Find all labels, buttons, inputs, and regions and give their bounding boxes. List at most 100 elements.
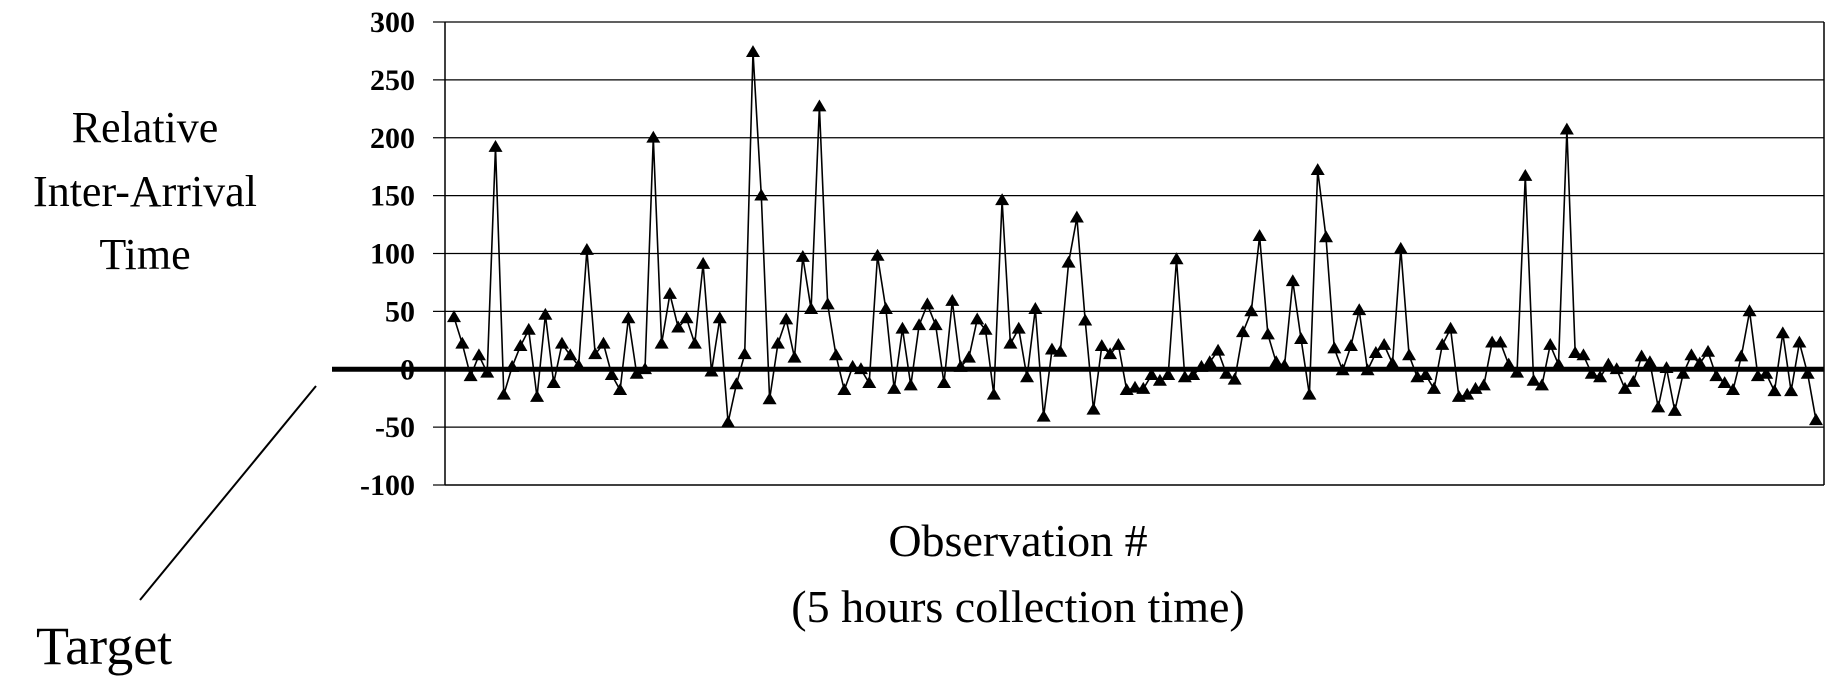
data-point-marker	[629, 366, 644, 379]
data-point-marker	[1327, 341, 1342, 354]
data-point-marker	[1152, 373, 1167, 386]
data-point-marker	[903, 378, 918, 391]
data-point-marker	[447, 310, 461, 323]
data-point-marker	[1626, 374, 1641, 387]
data-point-marker	[613, 383, 628, 395]
data-point-marker	[1426, 381, 1441, 394]
data-point-marker	[1360, 363, 1375, 376]
data-point-marker	[945, 293, 960, 306]
y-tick-label: 200	[370, 122, 415, 155]
data-point-marker	[579, 243, 594, 255]
data-point-marker	[1784, 384, 1799, 397]
data-point-marker	[1285, 274, 1300, 287]
data-point-marker	[1302, 387, 1317, 400]
y-axis-label-line-1: Relative	[72, 103, 219, 152]
y-tick-label: 50	[385, 295, 415, 328]
data-point-marker	[837, 383, 852, 395]
data-point-marker	[471, 348, 486, 361]
data-point-marker	[488, 140, 503, 152]
data-point-marker	[1717, 376, 1732, 389]
data-point-marker	[829, 348, 844, 361]
data-point-marker	[895, 321, 910, 334]
data-point-marker	[1219, 366, 1234, 379]
data-point-marker	[1294, 332, 1309, 345]
data-point-marker	[496, 387, 511, 400]
data-point-marker	[1568, 346, 1583, 358]
data-point-marker	[1709, 369, 1724, 382]
y-axis-label-line-2: Inter-Arrival	[33, 167, 257, 216]
data-point-marker	[912, 318, 927, 331]
data-point-marker	[1094, 339, 1109, 351]
data-point-marker	[679, 311, 694, 324]
data-point-marker	[513, 339, 528, 351]
data-point-marker	[862, 376, 877, 389]
data-point-marker	[1659, 361, 1674, 373]
data-point-marker	[1020, 370, 1035, 383]
data-point-marker	[1634, 349, 1649, 362]
data-point-marker	[1576, 348, 1591, 361]
data-point-marker	[1775, 326, 1790, 339]
data-point-marker	[571, 358, 586, 371]
data-point-marker	[1244, 304, 1259, 317]
data-point-marker	[1319, 230, 1334, 243]
y-tick-label: -50	[375, 411, 415, 444]
target-pointer-line	[139, 385, 317, 601]
target-annotation: Target	[36, 616, 172, 676]
data-point-marker	[563, 348, 578, 361]
data-point-marker	[1701, 344, 1716, 357]
data-point-marker	[1742, 304, 1757, 317]
data-point-marker	[1227, 372, 1242, 385]
data-point-marker	[1269, 355, 1284, 368]
data-point-marker	[887, 381, 902, 394]
data-point-marker	[1011, 321, 1026, 334]
data-point-marker	[1593, 370, 1608, 383]
data-point-marker	[1551, 357, 1566, 370]
x-axis-label-line-2: (5 hours collection time)	[791, 581, 1245, 632]
data-point-marker	[878, 302, 893, 314]
data-point-marker	[1377, 337, 1392, 350]
data-point-marker	[762, 392, 777, 405]
data-point-marker	[1036, 409, 1051, 422]
data-point-marker	[538, 307, 553, 320]
data-point-marker	[521, 322, 536, 335]
x-axis-label-line-1: Observation #	[888, 515, 1147, 566]
data-point-marker	[1211, 343, 1226, 356]
data-point-marker	[455, 336, 470, 349]
series-markers	[447, 45, 1823, 428]
data-point-marker	[621, 311, 636, 324]
data-point-marker	[1543, 337, 1558, 350]
data-point-marker	[1277, 358, 1292, 371]
data-point-marker	[1493, 335, 1508, 348]
data-point-marker	[662, 287, 677, 299]
data-point-marker	[1609, 362, 1624, 375]
data-point-marker	[1343, 339, 1358, 351]
data-point-marker	[588, 347, 603, 360]
data-point-marker	[928, 318, 943, 331]
data-point-marker	[1534, 378, 1549, 391]
data-point-marker	[787, 350, 802, 363]
data-point-marker	[1169, 252, 1184, 265]
data-point-marker	[1734, 349, 1749, 362]
data-point-marker	[546, 376, 561, 389]
data-point-marker	[704, 364, 719, 377]
data-point-marker	[1078, 313, 1093, 326]
data-point-marker	[1161, 368, 1176, 380]
data-point-marker	[729, 377, 744, 390]
data-point-marker	[1809, 413, 1823, 426]
data-point-marker	[995, 193, 1010, 206]
data-point-marker	[1086, 402, 1101, 415]
data-point-marker	[530, 390, 545, 402]
data-point-marker	[1136, 381, 1151, 394]
data-point-marker	[1518, 168, 1533, 181]
data-point-marker	[845, 359, 860, 372]
data-point-marker	[986, 387, 1001, 400]
data-point-marker	[745, 45, 760, 57]
data-point-marker	[1202, 355, 1217, 368]
data-point-marker	[1186, 368, 1201, 380]
y-axis-tick-labels: 300250200150100500-50-100	[360, 6, 415, 502]
data-point-marker	[1053, 344, 1068, 357]
data-point-marker	[1061, 255, 1076, 268]
data-point-marker	[1194, 359, 1209, 372]
y-tick-label: 300	[370, 6, 415, 39]
